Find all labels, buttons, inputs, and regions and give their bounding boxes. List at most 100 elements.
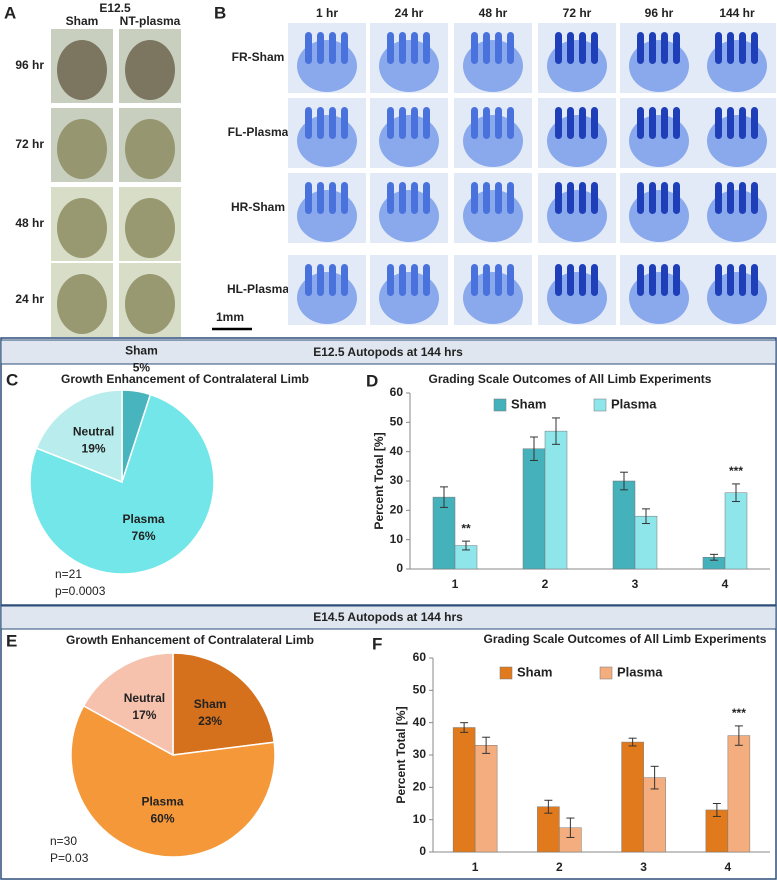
limb (57, 198, 107, 258)
digit (507, 107, 514, 139)
y-tick-label: 60 (413, 650, 427, 664)
pie-slice (70, 704, 276, 858)
error-bar (462, 540, 470, 551)
digit (483, 32, 490, 64)
limb (125, 274, 175, 334)
slice-value: 19% (82, 441, 106, 455)
slice-value: 17% (132, 708, 156, 722)
digit (591, 32, 598, 64)
digit (727, 107, 734, 139)
digit (579, 264, 586, 296)
digit (507, 32, 514, 64)
digit (751, 107, 758, 139)
x-tick-label: 1 (452, 577, 459, 591)
digit (411, 32, 418, 64)
limb (125, 119, 175, 179)
legend-swatch (599, 666, 613, 680)
slice-value: 5% (133, 361, 151, 375)
error-bar (440, 486, 448, 508)
digit (751, 32, 758, 64)
digit (567, 32, 574, 64)
digit (555, 32, 562, 64)
y-tick-label: 30 (413, 747, 427, 761)
y-tick-label: 40 (390, 444, 404, 458)
pie-slice (82, 652, 174, 757)
digit (661, 107, 668, 139)
error-bar (628, 737, 637, 747)
legend-label: Sham (511, 396, 546, 411)
digit (341, 264, 348, 296)
column-label: 96 hr (645, 6, 674, 20)
digit (637, 107, 644, 139)
digit (399, 264, 406, 296)
slice-label: Sham (194, 697, 227, 711)
significance: ** (461, 521, 471, 535)
digit (423, 107, 430, 139)
digit (341, 182, 348, 214)
bar (634, 515, 658, 570)
panel-letter: D (366, 371, 378, 390)
section-box (0, 337, 777, 606)
legend-label: Plasma (617, 664, 663, 679)
legend-label: Sham (517, 664, 552, 679)
error-bar (650, 765, 659, 790)
digit (661, 182, 668, 214)
digit (329, 32, 336, 64)
digit (715, 107, 722, 139)
digit (483, 264, 490, 296)
digit (305, 107, 312, 139)
error-bar (482, 736, 491, 754)
digit (471, 107, 478, 139)
limb (57, 274, 107, 334)
row-label: 72 hr (15, 137, 44, 151)
y-axis-label: Percent Total [%] (394, 706, 408, 803)
digit (317, 264, 324, 296)
digit (507, 264, 514, 296)
row-label: FR-Sham (232, 50, 285, 64)
digit (317, 182, 324, 214)
scale-bar-label: 1mm (216, 310, 244, 324)
slice-value: 60% (150, 811, 174, 825)
slice-label: Neutral (73, 424, 114, 438)
y-tick-label: 50 (390, 415, 404, 429)
digit (305, 182, 312, 214)
slice-label: Sham (125, 344, 158, 358)
digit (411, 264, 418, 296)
digit (567, 182, 574, 214)
row-label: 24 hr (15, 292, 44, 306)
note: n=21 (55, 567, 82, 581)
digit (507, 182, 514, 214)
y-axis-label: Percent Total [%] (372, 432, 386, 529)
chart-title: Grading Scale Outcomes of All Limb Exper… (484, 632, 767, 646)
stage-label: E12.5 (99, 1, 131, 15)
digit (305, 32, 312, 64)
row-label: 48 hr (15, 216, 44, 230)
digit (579, 182, 586, 214)
digit (751, 182, 758, 214)
digit (341, 107, 348, 139)
digit (341, 32, 348, 64)
digit (387, 32, 394, 64)
digit (555, 182, 562, 214)
note: P=0.03 (50, 851, 89, 865)
y-tick-label: 60 (390, 385, 404, 399)
x-tick-label: 4 (722, 577, 729, 591)
section-header (0, 339, 777, 365)
digit (715, 32, 722, 64)
error-bar (552, 417, 560, 445)
digit (727, 32, 734, 64)
row-label: HL-Plasma (227, 282, 289, 296)
digit (649, 107, 656, 139)
bar (612, 480, 636, 570)
y-tick-label: 20 (413, 780, 427, 794)
section-title: E12.5 Autopods at 144 hrs (313, 345, 463, 359)
row-label: 96 hr (15, 58, 44, 72)
x-tick-label: 4 (725, 860, 732, 874)
digit (673, 264, 680, 296)
note: n=30 (50, 834, 77, 848)
bar (724, 492, 748, 570)
digit (715, 182, 722, 214)
digit (727, 182, 734, 214)
limb (57, 119, 107, 179)
digit (483, 107, 490, 139)
